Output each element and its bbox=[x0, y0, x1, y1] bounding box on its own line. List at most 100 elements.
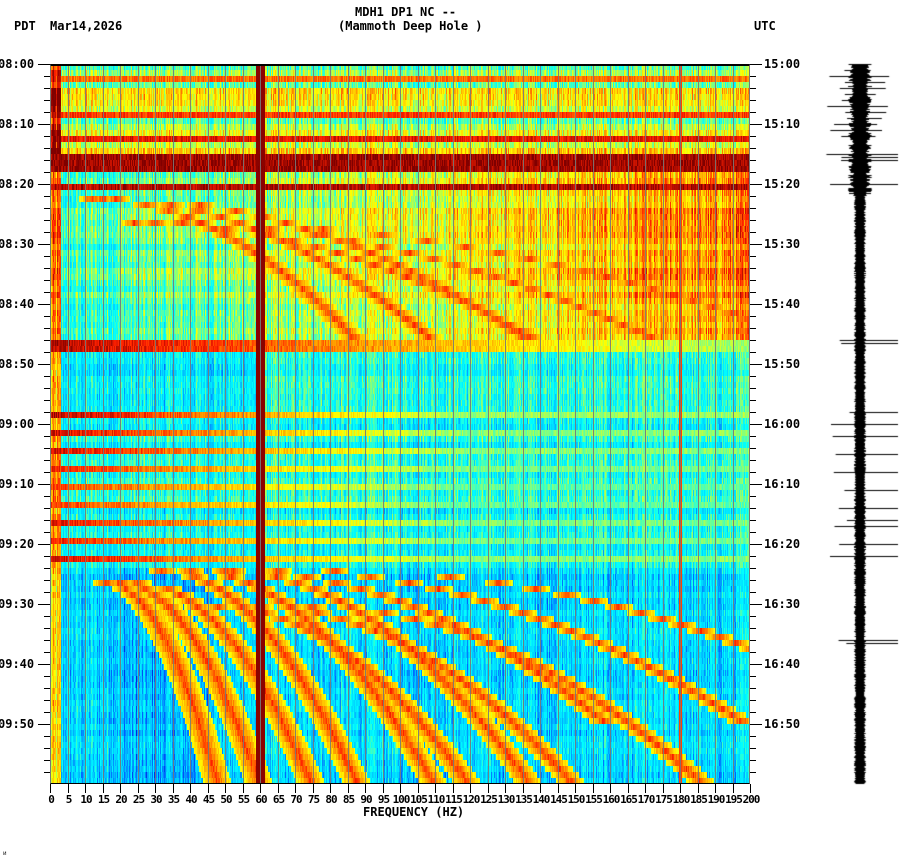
x-label: 10 bbox=[80, 793, 92, 806]
y-tick-left bbox=[38, 724, 50, 725]
y-tick-right bbox=[750, 676, 756, 677]
x-label: 125 bbox=[480, 793, 498, 806]
x-tick bbox=[645, 784, 646, 793]
y-tick-left bbox=[44, 412, 50, 413]
x-label: 75 bbox=[307, 793, 320, 806]
x-tick bbox=[418, 784, 419, 793]
y-tick-right bbox=[750, 628, 756, 629]
x-label: 100 bbox=[392, 793, 411, 806]
x-tick bbox=[400, 784, 401, 793]
y-tick-right bbox=[750, 88, 756, 89]
x-tick bbox=[610, 784, 611, 793]
y-label-left: 08:10 bbox=[0, 117, 35, 131]
y-tick-right bbox=[750, 208, 756, 209]
x-tick bbox=[540, 784, 541, 793]
x-label: 190 bbox=[707, 793, 726, 806]
x-label: 135 bbox=[515, 793, 533, 806]
y-tick-right bbox=[750, 436, 756, 437]
y-tick-left bbox=[38, 424, 50, 425]
corner-mark: ᴎ bbox=[3, 850, 7, 857]
y-tick-left bbox=[44, 292, 50, 293]
y-label-right: 16:30 bbox=[764, 597, 801, 611]
y-tick-left bbox=[44, 376, 50, 377]
y-tick-right bbox=[750, 772, 756, 773]
y-tick-right bbox=[750, 304, 762, 305]
y-tick-right bbox=[750, 76, 756, 77]
y-tick-left bbox=[44, 88, 50, 89]
y-tick-left bbox=[44, 520, 50, 521]
y-label-left: 09:30 bbox=[0, 597, 35, 611]
x-label: 170 bbox=[637, 793, 656, 806]
y-tick-left bbox=[44, 592, 50, 593]
y-tick-right bbox=[750, 688, 756, 689]
y-tick-right bbox=[750, 592, 756, 593]
timezone-right-label: UTC bbox=[754, 19, 776, 33]
spectrogram-plot bbox=[50, 64, 750, 784]
y-tick-left bbox=[44, 616, 50, 617]
y-tick-left bbox=[38, 364, 50, 365]
y-tick-left bbox=[44, 112, 50, 113]
x-tick bbox=[85, 784, 86, 793]
x-tick bbox=[575, 784, 576, 793]
y-tick-right bbox=[750, 124, 762, 125]
x-label: 60 bbox=[255, 793, 267, 806]
y-tick-left bbox=[38, 664, 50, 665]
y-tick-right bbox=[750, 412, 756, 413]
x-label: 30 bbox=[150, 793, 162, 806]
x-label: 80 bbox=[325, 793, 337, 806]
y-label-right: 15:40 bbox=[764, 297, 801, 311]
y-tick-left bbox=[44, 400, 50, 401]
y-tick-left bbox=[44, 640, 50, 641]
x-tick bbox=[278, 784, 279, 793]
x-label: 150 bbox=[567, 793, 586, 806]
y-tick-right bbox=[750, 496, 756, 497]
x-tick bbox=[715, 784, 716, 793]
x-tick bbox=[120, 784, 121, 793]
x-label: 145 bbox=[550, 793, 568, 806]
y-tick-right bbox=[750, 352, 756, 353]
x-tick bbox=[750, 784, 751, 793]
y-label-left: 08:30 bbox=[0, 237, 35, 251]
y-tick-left bbox=[44, 280, 50, 281]
y-label-left: 08:00 bbox=[0, 57, 35, 71]
y-tick-left bbox=[44, 328, 50, 329]
x-tick bbox=[190, 784, 191, 793]
y-tick-right bbox=[750, 400, 756, 401]
x-tick bbox=[313, 784, 314, 793]
y-tick-right bbox=[750, 148, 756, 149]
y-tick-left bbox=[44, 556, 50, 557]
date-label: Mar14,2026 bbox=[50, 19, 123, 33]
y-tick-left bbox=[44, 712, 50, 713]
y-tick-right bbox=[750, 232, 756, 233]
y-tick-right bbox=[750, 328, 756, 329]
y-tick-right bbox=[750, 364, 762, 365]
y-tick-right bbox=[750, 220, 756, 221]
y-label-right: 16:40 bbox=[764, 657, 801, 671]
x-label: 55 bbox=[237, 793, 250, 806]
y-tick-left bbox=[44, 208, 50, 209]
x-label: 140 bbox=[532, 793, 551, 806]
y-tick-left bbox=[44, 232, 50, 233]
y-tick-left bbox=[44, 388, 50, 389]
x-label: 40 bbox=[185, 793, 197, 806]
x-tick bbox=[103, 784, 104, 793]
x-tick bbox=[365, 784, 366, 793]
y-tick-right bbox=[750, 544, 762, 545]
y-label-left: 08:50 bbox=[0, 357, 35, 371]
x-label: 70 bbox=[290, 793, 302, 806]
y-tick-right bbox=[750, 736, 756, 737]
y-tick-left bbox=[38, 184, 50, 185]
y-label-left: 09:50 bbox=[0, 717, 35, 731]
y-tick-left bbox=[38, 544, 50, 545]
x-label: 200 bbox=[742, 793, 761, 806]
y-tick-right bbox=[750, 604, 762, 605]
x-label: 185 bbox=[690, 793, 708, 806]
x-tick bbox=[558, 784, 559, 793]
y-tick-right bbox=[750, 568, 756, 569]
y-tick-right bbox=[750, 640, 756, 641]
x-tick bbox=[173, 784, 174, 793]
x-label: 65 bbox=[272, 793, 285, 806]
y-tick-right bbox=[750, 724, 762, 725]
y-tick-right bbox=[750, 136, 756, 137]
x-label: 115 bbox=[445, 793, 463, 806]
